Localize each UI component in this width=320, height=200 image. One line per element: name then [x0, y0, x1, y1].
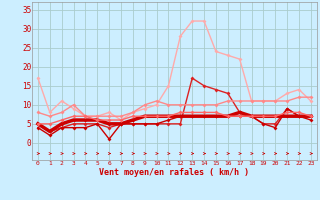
X-axis label: Vent moyen/en rafales ( km/h ): Vent moyen/en rafales ( km/h ) — [100, 168, 249, 177]
